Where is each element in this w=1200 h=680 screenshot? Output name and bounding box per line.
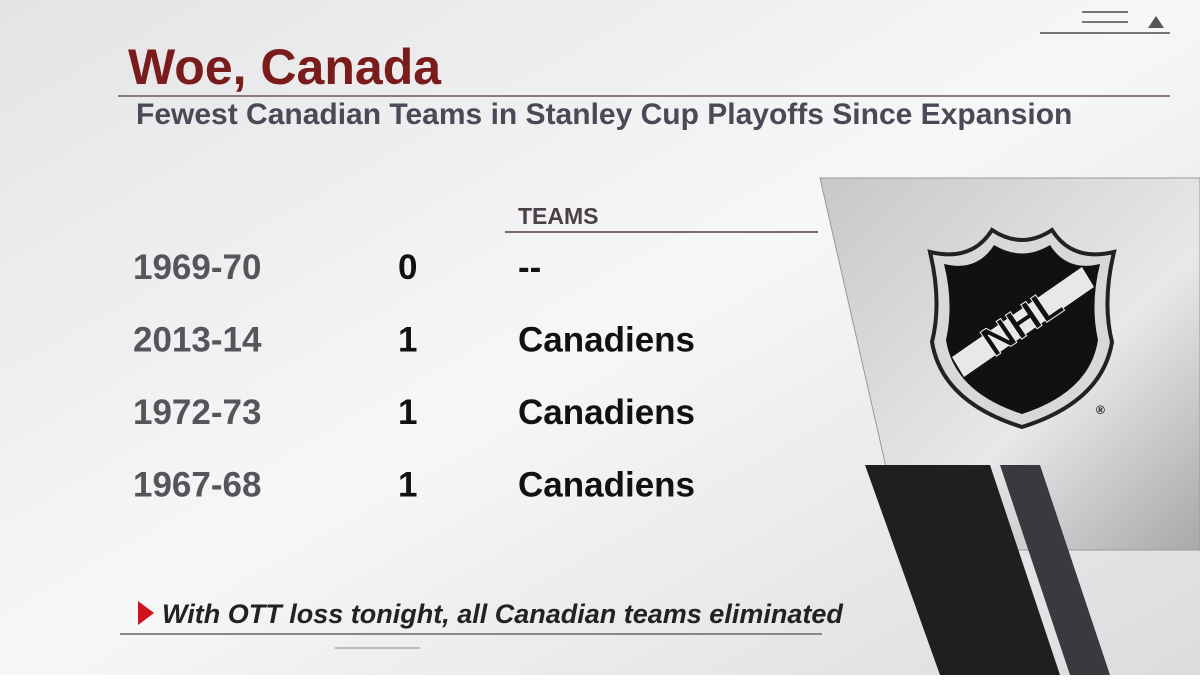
dark-slant-2 [1000, 465, 1110, 675]
corner-icons [1040, 11, 1170, 34]
teams: -- [518, 248, 541, 287]
team-count: 1 [398, 466, 417, 505]
footnote: With OTT loss tonight, all Canadian team… [162, 599, 843, 629]
teams: Canadiens [518, 466, 695, 505]
title: Woe, Canada [128, 39, 442, 95]
svg-text:®: ® [1096, 403, 1105, 417]
team-count: 1 [398, 393, 417, 432]
season: 1972-73 [133, 393, 261, 432]
season: 1969-70 [133, 248, 261, 287]
corner-arrow [1148, 16, 1164, 28]
nhl-logo: NHL ® [927, 227, 1117, 430]
teams: Canadiens [518, 321, 695, 360]
team-count: 1 [398, 321, 417, 360]
footnote-marker [138, 601, 154, 625]
dark-slant [865, 465, 1060, 675]
teams: Canadiens [518, 393, 695, 432]
season: 1967-68 [133, 466, 261, 505]
column-header: TEAMS [518, 203, 599, 229]
season: 2013-14 [133, 321, 262, 360]
subtitle: Fewest Canadian Teams in Stanley Cup Pla… [136, 98, 1072, 131]
table-rows: 1969-70 0 -- 2013-14 1 Canadiens 1972-73 1 Canad… [133, 248, 695, 505]
team-count: 0 [398, 248, 417, 287]
